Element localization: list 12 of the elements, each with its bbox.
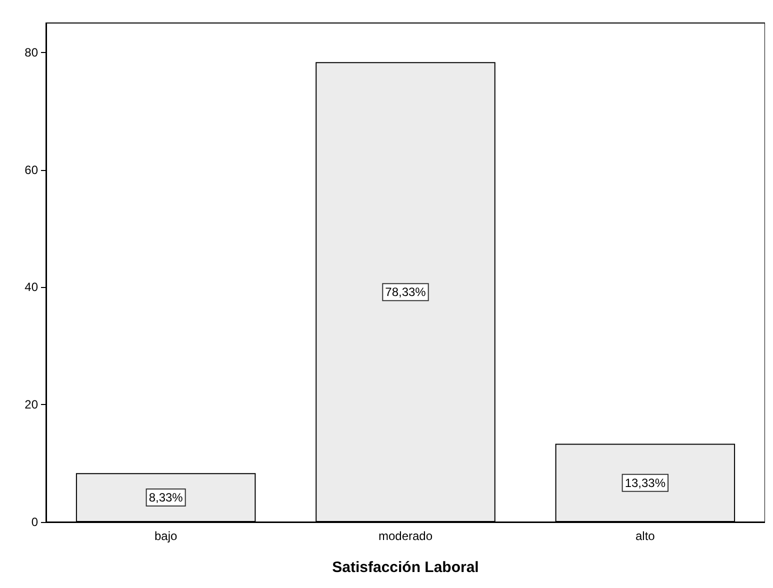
data-label: 13,33% xyxy=(624,476,666,490)
data-label: 8,33% xyxy=(148,490,184,505)
y-tick-label: 80 xyxy=(24,45,38,60)
y-tick-label: 0 xyxy=(31,515,38,529)
x-tick-label: alto xyxy=(635,529,656,543)
y-tick-label: 40 xyxy=(24,280,38,294)
x-tick-label: moderado xyxy=(378,529,433,543)
y-tick-label: 60 xyxy=(24,162,38,177)
x-tick-label: bajo xyxy=(154,529,178,543)
data-label: 78,33% xyxy=(385,285,426,300)
y-tick-label: 20 xyxy=(24,398,38,412)
x-axis-title: Satisfacción Laboral xyxy=(332,559,479,576)
